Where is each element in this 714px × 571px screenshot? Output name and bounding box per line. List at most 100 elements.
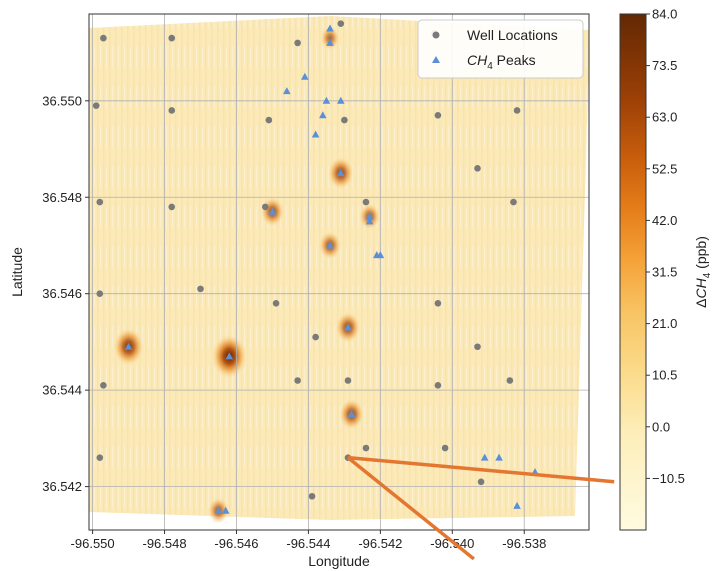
legend-well-marker — [432, 31, 440, 39]
peak-point-2 — [301, 72, 309, 80]
colorbar-tick-label-9: −10.5 — [652, 471, 685, 486]
y-tick-label-3: 36.548 — [42, 190, 82, 205]
colorbar-tick-label-1: 73.5 — [652, 58, 677, 73]
well-point-28 — [362, 444, 370, 452]
peak-point-10 — [365, 212, 374, 220]
well-point-32 — [477, 478, 485, 486]
legend-peak-ch: CH — [467, 52, 488, 68]
well-point-33 — [308, 492, 316, 500]
well-point-19 — [272, 300, 280, 307]
x-tick-label-3: -96.544 — [286, 536, 330, 551]
x-tick-label-4: -96.542 — [358, 536, 402, 551]
peak-point-3 — [283, 87, 291, 95]
peak-point-0 — [326, 24, 334, 32]
well-point-27 — [506, 377, 514, 384]
colorbar-tick-label-0: 84.0 — [652, 7, 677, 22]
colorbar-title-ch: CH — [693, 277, 709, 298]
well-point-20 — [434, 300, 442, 307]
well-point-14 — [261, 203, 269, 211]
well-point-12 — [96, 198, 104, 206]
well-point-8 — [341, 116, 348, 124]
well-point-5 — [92, 102, 100, 109]
well-point-26 — [434, 382, 442, 389]
well-point-2 — [294, 39, 301, 47]
peak-point-4 — [322, 96, 331, 104]
plot-border — [88, 13, 590, 531]
well-point-6 — [168, 107, 176, 114]
well-point-1 — [168, 34, 176, 42]
colorbar-title: ΔCH4 (ppb) — [693, 236, 713, 308]
outer-lines — [346, 455, 615, 561]
well-point-15 — [362, 198, 370, 206]
well-point-9 — [434, 111, 442, 119]
colorbar-tick-label-8: 0.0 — [652, 419, 670, 434]
x-tick-label-6: -96.538 — [502, 536, 546, 551]
peak-point-1 — [326, 38, 334, 46]
x-axis: -96.550 -96.548 -96.546 -96.544 -96.542 -96.5… — [71, 530, 546, 551]
colorbar-title-sub: 4 — [702, 272, 713, 278]
colorbar-tick-label-7: 10.5 — [652, 368, 677, 383]
legend: Well Locations CH4 Peaks — [417, 19, 584, 79]
y-axis-title: Latitude — [9, 247, 25, 297]
peak-point-23 — [214, 506, 223, 514]
colorbar-gradient — [619, 13, 647, 531]
peak-point-20 — [495, 453, 503, 461]
peak-point-12 — [326, 241, 334, 249]
hotspot-9 — [320, 26, 340, 51]
legend-box — [417, 19, 584, 79]
legend-peak-marker — [432, 56, 440, 63]
x-tick-label-1: -96.548 — [142, 536, 186, 551]
well-point-7 — [265, 116, 273, 124]
peak-point-15 — [124, 342, 133, 350]
colorbar-title-delta: Δ — [693, 299, 709, 308]
peak-point-6 — [319, 111, 327, 119]
peak-point-18 — [347, 410, 356, 418]
well-point-25 — [344, 377, 352, 384]
well-point-0 — [100, 34, 107, 42]
orange-line-0 — [347, 455, 615, 484]
well-point-21 — [312, 333, 319, 341]
colorbar-tick-label-6: 21.0 — [652, 316, 677, 331]
x-tick-label-2: -96.546 — [214, 536, 258, 551]
colorbar-tick-label-4: 42.0 — [652, 213, 677, 228]
well-point-18 — [96, 290, 104, 298]
colorbar-tick-label-5: 31.5 — [652, 265, 677, 280]
peak-point-9 — [268, 207, 277, 215]
peak-point-11 — [365, 217, 374, 225]
methane-map — [89, 14, 589, 530]
well-point-17 — [197, 285, 204, 293]
legend-peak-suffix: Peaks — [493, 52, 536, 68]
peak-point-19 — [480, 453, 489, 461]
well-point-29 — [441, 444, 449, 452]
well-point-3 — [337, 20, 345, 27]
orange-line-1 — [346, 456, 475, 561]
y-tick-label-2: 36.546 — [42, 286, 82, 301]
colorbar-title-units: (ppb) — [693, 236, 709, 273]
colorbar-tick-label-3: 52.5 — [652, 161, 677, 176]
map-base — [89, 16, 589, 520]
well-point-31 — [96, 454, 104, 461]
y-tick-label-4: 36.550 — [42, 93, 82, 108]
peak-point-8 — [336, 169, 345, 177]
well-point-13 — [168, 203, 176, 211]
well-point-22 — [474, 343, 481, 351]
well-point-10 — [513, 107, 521, 114]
well-point-11 — [474, 165, 481, 172]
colorbar-ticks: 84.0 73.5 63.0 52.5 42.0 31.5 21.0 10.5 0.0 −10.5 — [646, 7, 685, 486]
x-axis-title: Longitude — [308, 553, 370, 569]
colorbar: 84.0 73.5 63.0 52.5 42.0 31.5 21.0 10.5 0.0 −10.5… — [619, 7, 713, 531]
peak-point-16 — [225, 352, 234, 360]
y-tick-label-1: 36.544 — [42, 383, 82, 398]
peak-point-22 — [513, 501, 521, 509]
peak-point-24 — [221, 506, 230, 514]
well-point-23 — [100, 382, 107, 389]
y-tick-label-0: 36.542 — [42, 479, 82, 494]
y-axis: 36.542 36.544 36.546 36.548 36.550 — [42, 93, 89, 494]
legend-peak-sub: 4 — [487, 61, 493, 72]
peak-point-5 — [336, 96, 345, 104]
peak-point-7 — [311, 130, 320, 138]
legend-peak-label: CH4 Peaks — [467, 52, 536, 72]
well-point-24 — [294, 377, 301, 384]
